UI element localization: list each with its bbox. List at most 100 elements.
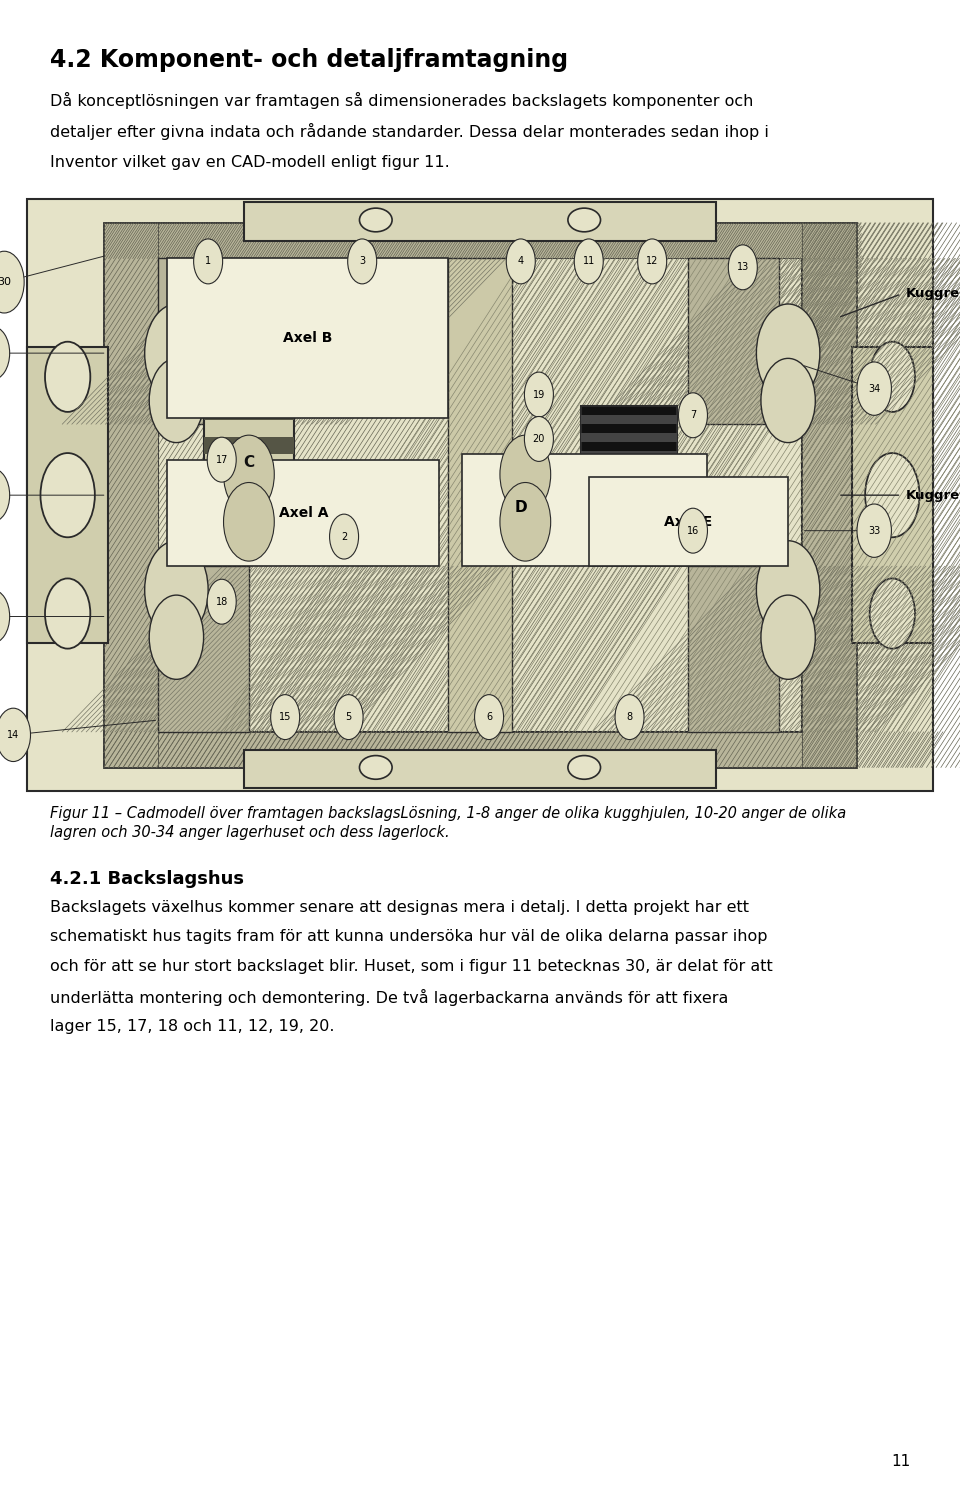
Circle shape: [506, 239, 536, 284]
Text: 18: 18: [216, 596, 228, 607]
Circle shape: [224, 436, 275, 515]
Text: 30: 30: [0, 277, 12, 287]
Circle shape: [45, 578, 90, 648]
Text: Axel E: Axel E: [664, 515, 712, 529]
Text: 2: 2: [341, 531, 348, 541]
Text: 4.2.1 Backslagshus: 4.2.1 Backslagshus: [50, 870, 244, 888]
Bar: [802, 223, 856, 767]
Text: Inventor vilket gav en CAD-modell enligt figur 11.: Inventor vilket gav en CAD-modell enligt…: [50, 155, 449, 170]
Bar: [104, 223, 158, 767]
Text: detaljer efter givna indata och rådande standarder. Dessa delar monterades sedan: detaljer efter givna indata och rådande …: [50, 123, 769, 140]
Bar: [27, 348, 108, 642]
Circle shape: [149, 358, 204, 443]
Text: Backslagets växelhus kommer senare att designas mera i detalj. I detta projekt h: Backslagets växelhus kommer senare att d…: [50, 900, 749, 915]
Text: lagren och 30-34 anger lagerhuset och dess lagerlock.: lagren och 30-34 anger lagerhuset och de…: [50, 825, 449, 840]
Text: 13: 13: [736, 262, 749, 272]
Circle shape: [45, 342, 90, 412]
Circle shape: [145, 303, 208, 403]
Text: 16: 16: [686, 526, 699, 535]
Bar: [582, 522, 677, 531]
Text: 12: 12: [646, 256, 659, 266]
Circle shape: [348, 239, 376, 284]
Text: 11: 11: [583, 256, 595, 266]
Bar: [167, 259, 448, 418]
Bar: [104, 732, 856, 767]
Text: 3: 3: [359, 256, 365, 266]
Circle shape: [761, 595, 815, 680]
Circle shape: [224, 482, 275, 561]
Circle shape: [0, 327, 10, 379]
Bar: [204, 403, 294, 421]
Bar: [204, 538, 294, 555]
Ellipse shape: [359, 755, 392, 779]
Text: D: D: [515, 500, 527, 515]
Bar: [245, 749, 715, 788]
Bar: [582, 468, 677, 477]
Text: 7: 7: [690, 410, 696, 421]
Circle shape: [870, 578, 915, 648]
Text: Då konceptlösningen var framtagen så dimensionerades backslagets komponenter och: Då konceptlösningen var framtagen så dim…: [50, 92, 754, 109]
Bar: [688, 259, 780, 424]
Bar: [158, 259, 249, 424]
Circle shape: [145, 541, 208, 639]
Bar: [245, 202, 715, 241]
Circle shape: [271, 694, 300, 739]
Circle shape: [615, 694, 644, 739]
Text: 11: 11: [891, 1454, 910, 1469]
Bar: [158, 259, 802, 732]
Circle shape: [761, 358, 815, 443]
Text: Axel A: Axel A: [278, 506, 328, 520]
Bar: [582, 406, 677, 531]
Bar: [588, 477, 788, 567]
Text: 5: 5: [346, 712, 351, 723]
Text: 17: 17: [216, 455, 228, 464]
Circle shape: [207, 437, 236, 482]
Text: 33: 33: [868, 526, 880, 535]
Circle shape: [207, 580, 236, 625]
Circle shape: [474, 694, 504, 739]
Bar: [688, 567, 780, 732]
Text: Figur 11 – Cadmodell över framtagen backslagsLösning, 1-8 anger de olika kugghju: Figur 11 – Cadmodell över framtagen back…: [50, 806, 846, 821]
Circle shape: [149, 595, 204, 680]
Bar: [582, 415, 677, 424]
Bar: [167, 459, 440, 567]
Circle shape: [865, 454, 920, 537]
Text: Kuggremshjul: Kuggremshjul: [906, 287, 960, 300]
Circle shape: [524, 416, 553, 461]
Text: lager 15, 17, 18 och 11, 12, 19, 20.: lager 15, 17, 18 och 11, 12, 19, 20.: [50, 1019, 334, 1033]
Ellipse shape: [568, 208, 601, 232]
Text: 15: 15: [279, 712, 291, 723]
Circle shape: [679, 509, 708, 553]
Text: 19: 19: [533, 390, 545, 400]
Circle shape: [500, 436, 551, 515]
Text: och för att se hur stort backslaget blir. Huset, som i figur 11 betecknas 30, är: och för att se hur stort backslaget blir…: [50, 959, 773, 974]
Bar: [204, 352, 294, 555]
Bar: [852, 348, 933, 642]
Bar: [104, 223, 856, 259]
Circle shape: [679, 393, 708, 437]
Circle shape: [524, 372, 553, 416]
Text: Kuggremshjul: Kuggremshjul: [906, 489, 960, 501]
Text: schematiskt hus tagits fram för att kunna undersöka hur väl de olika delarna pas: schematiskt hus tagits fram för att kunn…: [50, 929, 767, 944]
Circle shape: [574, 239, 603, 284]
Circle shape: [870, 342, 915, 412]
Bar: [158, 567, 249, 732]
Bar: [582, 451, 677, 459]
Text: 34: 34: [868, 384, 880, 394]
Text: 4.2 Komponent- och detaljframtagning: 4.2 Komponent- och detaljframtagning: [50, 48, 568, 71]
Text: 4: 4: [517, 256, 524, 266]
Circle shape: [329, 515, 359, 559]
Ellipse shape: [359, 208, 392, 232]
Text: 14: 14: [7, 730, 19, 741]
Text: 8: 8: [627, 712, 633, 723]
Circle shape: [637, 239, 666, 284]
Circle shape: [0, 590, 10, 644]
Circle shape: [40, 454, 95, 537]
Text: 6: 6: [486, 712, 492, 723]
Bar: [448, 259, 512, 732]
Bar: [204, 437, 294, 454]
Text: C: C: [243, 455, 254, 470]
Bar: [104, 223, 856, 767]
Text: underlätta montering och demontering. De två lagerbackarna används för att fixer: underlätta montering och demontering. De…: [50, 989, 729, 1005]
Circle shape: [756, 303, 820, 403]
